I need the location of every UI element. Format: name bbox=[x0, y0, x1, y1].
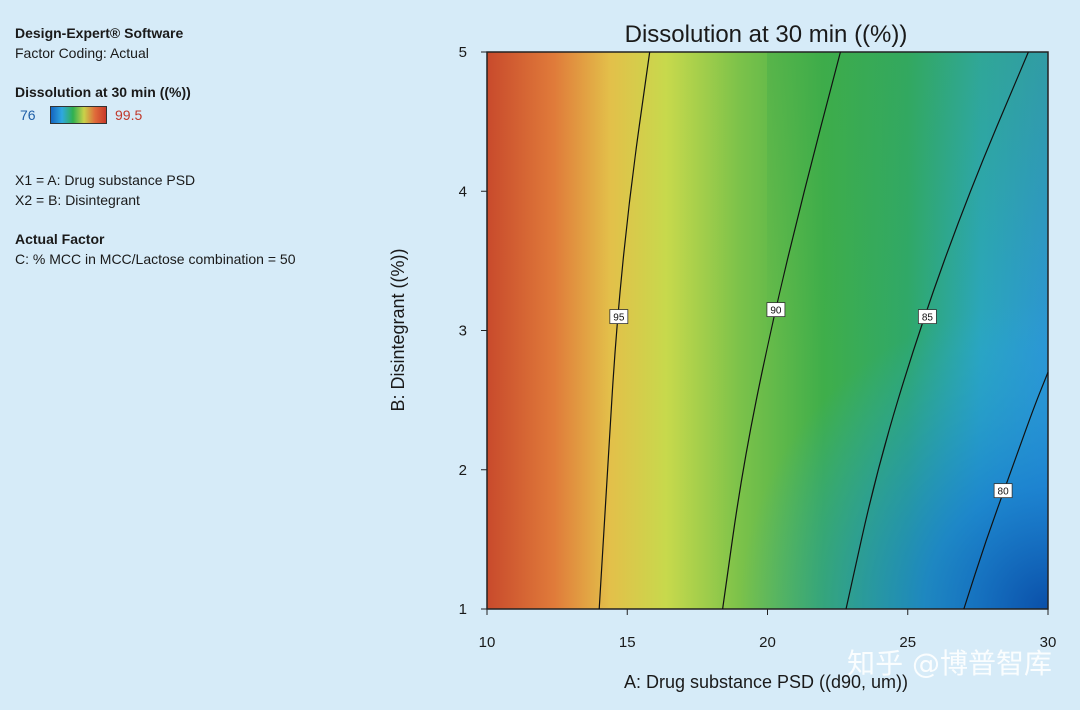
x-tick-label: 10 bbox=[479, 634, 496, 651]
y-tick-label: 1 bbox=[459, 601, 467, 618]
x-tick-label: 30 bbox=[1040, 634, 1057, 651]
software-name: Design-Expert® Software bbox=[15, 25, 184, 41]
heatmap-blue-overlay bbox=[487, 52, 1048, 609]
contour-label-90: 90 bbox=[770, 306, 782, 317]
info-panel: Design-Expert® Software Factor Coding: A… bbox=[15, 24, 395, 269]
contour-line-85 bbox=[845, 51, 1029, 610]
contour-line-90 bbox=[722, 51, 842, 610]
contour-line-95 bbox=[598, 51, 651, 610]
y-tick-label: 2 bbox=[459, 462, 467, 479]
contour-line-80 bbox=[963, 372, 1049, 610]
watermark: 知乎 @博普智库 bbox=[847, 647, 1052, 680]
legend-max-value: 99.5 bbox=[115, 107, 143, 123]
contour-label-box-90 bbox=[766, 302, 786, 318]
actual-factor-title: Actual Factor bbox=[15, 231, 105, 247]
x-axis-label: A: Drug substance PSD ((d90, um)) bbox=[624, 672, 908, 692]
x-tick-label: 20 bbox=[759, 634, 776, 651]
contour-label-80: 80 bbox=[998, 487, 1010, 498]
actual-factor-value: C: % MCC in MCC/Lactose combination = 50 bbox=[15, 251, 296, 267]
plot-area bbox=[486, 51, 1049, 610]
y-tick-label: 5 bbox=[459, 44, 467, 61]
legend-gradient bbox=[50, 106, 107, 124]
x2-definition: X2 = B: Disintegrant bbox=[15, 192, 140, 208]
contour-label-box-85 bbox=[917, 309, 937, 324]
chart-title: Dissolution at 30 min ((%)) bbox=[625, 21, 908, 48]
x1-definition: X1 = A: Drug substance PSD bbox=[15, 172, 196, 188]
color-legend: 76 99.5 bbox=[15, 106, 395, 124]
legend-min-value: 76 bbox=[20, 107, 36, 123]
x-tick-label: 15 bbox=[619, 634, 636, 651]
contour-label-85: 85 bbox=[922, 313, 934, 324]
y-tick-label: 3 bbox=[459, 323, 467, 340]
contour-label-box-95 bbox=[609, 309, 629, 324]
axes: 10 15 20 25 30 1 2 3 4 5 bbox=[459, 44, 1057, 651]
contour-label-box-80 bbox=[993, 483, 1013, 499]
contour-lines: 95 90 85 80 bbox=[598, 51, 1049, 610]
contour-label-95: 95 bbox=[613, 313, 625, 324]
y-axis-label: B: Disintegrant ((%)) bbox=[388, 248, 408, 411]
response-title: Dissolution at 30 min ((%)) bbox=[15, 84, 191, 100]
factor-coding: Factor Coding: Actual bbox=[15, 45, 149, 61]
y-tick-label: 4 bbox=[459, 183, 467, 200]
x-tick-label: 25 bbox=[899, 634, 916, 651]
